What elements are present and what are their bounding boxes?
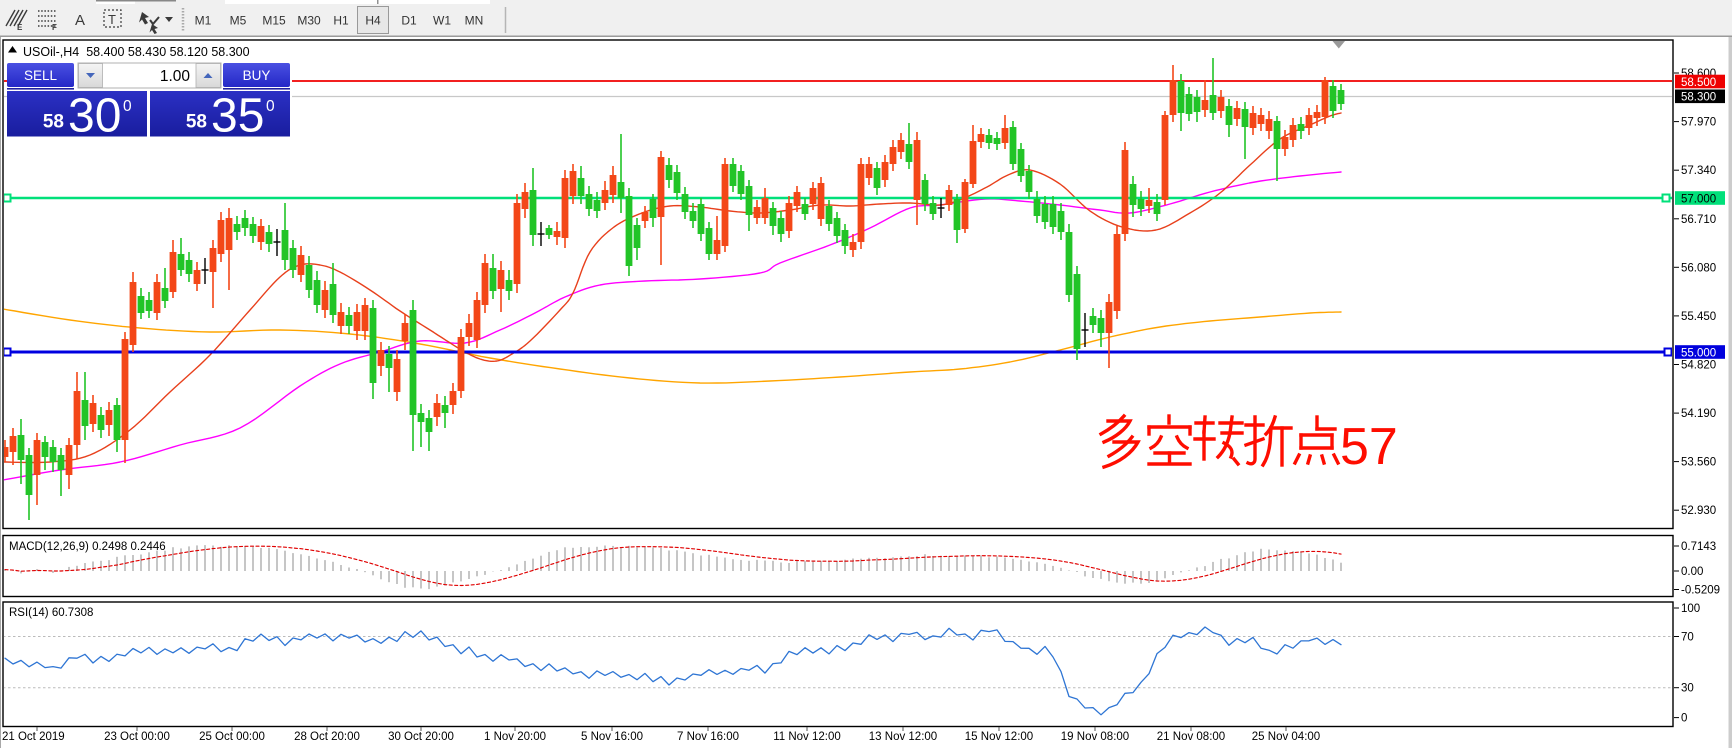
svg-text:30: 30 xyxy=(1681,683,1694,695)
svg-text:23 Oct 00:00: 23 Oct 00:00 xyxy=(104,731,170,743)
svg-text:D1: D1 xyxy=(401,14,417,28)
svg-text:MN: MN xyxy=(465,14,484,28)
svg-text:1.00: 1.00 xyxy=(160,68,191,85)
svg-text:57: 57 xyxy=(1340,418,1398,476)
svg-text:56.710: 56.710 xyxy=(1681,214,1716,226)
svg-text:21 Nov 08:00: 21 Nov 08:00 xyxy=(1157,731,1225,743)
svg-text:55.000: 55.000 xyxy=(1681,347,1716,359)
svg-text:30: 30 xyxy=(68,90,121,143)
svg-text:13 Nov 12:00: 13 Nov 12:00 xyxy=(869,731,937,743)
svg-text:SELL: SELL xyxy=(24,68,58,83)
svg-text:25 Oct 00:00: 25 Oct 00:00 xyxy=(199,731,265,743)
svg-text:56.080: 56.080 xyxy=(1681,262,1716,274)
svg-text:USOil-,H4 58.400 58.430 58.12: USOil-,H4 58.400 58.430 58.120 58.300 xyxy=(23,45,250,59)
svg-text:RSI(14) 60.7308: RSI(14) 60.7308 xyxy=(9,607,93,619)
svg-text:H4: H4 xyxy=(365,14,381,28)
svg-text:5 Nov 16:00: 5 Nov 16:00 xyxy=(581,731,643,743)
svg-text:MACD(12,26,9) 0.2498 0.2446: MACD(12,26,9) 0.2498 0.2446 xyxy=(9,541,166,553)
svg-text:M30: M30 xyxy=(297,14,321,28)
svg-text:57.340: 57.340 xyxy=(1681,165,1716,177)
svg-text:70: 70 xyxy=(1681,632,1694,644)
svg-text:57.000: 57.000 xyxy=(1681,193,1716,205)
svg-text:0: 0 xyxy=(266,98,275,115)
svg-text:H1: H1 xyxy=(333,14,349,28)
svg-text:0: 0 xyxy=(123,98,132,115)
svg-text:21 Oct 2019: 21 Oct 2019 xyxy=(2,731,65,743)
svg-text:A: A xyxy=(75,12,85,29)
svg-text:57.970: 57.970 xyxy=(1681,117,1716,129)
svg-text:25 Nov 04:00: 25 Nov 04:00 xyxy=(1252,731,1320,743)
svg-text:W1: W1 xyxy=(433,14,451,28)
svg-text:58.300: 58.300 xyxy=(1681,92,1716,104)
svg-text:35: 35 xyxy=(211,90,264,143)
svg-text:E: E xyxy=(17,23,23,32)
svg-text:0.7143: 0.7143 xyxy=(1681,541,1716,553)
svg-text:T: T xyxy=(108,12,116,27)
svg-text:-0.5209: -0.5209 xyxy=(1681,585,1720,597)
svg-text:19 Nov 08:00: 19 Nov 08:00 xyxy=(1061,731,1129,743)
svg-text:28 Oct 20:00: 28 Oct 20:00 xyxy=(294,731,360,743)
svg-text:53.560: 53.560 xyxy=(1681,457,1716,469)
svg-text:BUY: BUY xyxy=(243,68,271,83)
svg-text:0: 0 xyxy=(1681,713,1687,725)
svg-text:M15: M15 xyxy=(262,14,286,28)
svg-text:11 Nov 12:00: 11 Nov 12:00 xyxy=(773,731,841,743)
svg-text:30 Oct 20:00: 30 Oct 20:00 xyxy=(388,731,454,743)
svg-text:54.820: 54.820 xyxy=(1681,360,1716,372)
svg-text:1 Nov 20:00: 1 Nov 20:00 xyxy=(484,731,546,743)
svg-text:52.930: 52.930 xyxy=(1681,505,1716,517)
svg-text:M5: M5 xyxy=(230,14,247,28)
svg-text:F: F xyxy=(52,23,57,32)
svg-text:58: 58 xyxy=(186,112,207,133)
svg-text:58.500: 58.500 xyxy=(1681,77,1716,89)
svg-text:100: 100 xyxy=(1681,603,1700,615)
svg-text:M1: M1 xyxy=(195,14,212,28)
svg-text:55.450: 55.450 xyxy=(1681,311,1716,323)
svg-text:7 Nov 16:00: 7 Nov 16:00 xyxy=(677,731,739,743)
svg-text:58: 58 xyxy=(43,112,64,133)
svg-text:15 Nov 12:00: 15 Nov 12:00 xyxy=(965,731,1033,743)
svg-text:54.190: 54.190 xyxy=(1681,408,1716,420)
svg-text:0.00: 0.00 xyxy=(1681,566,1703,578)
